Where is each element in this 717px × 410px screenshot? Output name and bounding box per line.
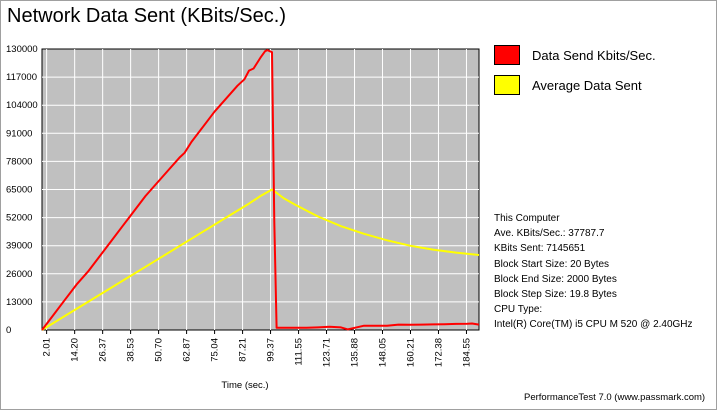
x-tick-label: 99.37 bbox=[266, 338, 277, 362]
grid bbox=[42, 49, 479, 330]
legend-swatch-send bbox=[494, 45, 520, 65]
stats-heading: This Computer bbox=[494, 213, 560, 224]
legend-swatch-average bbox=[494, 75, 520, 95]
y-tick-label: 130000 bbox=[6, 44, 38, 55]
stats-block-start: Block Start Size: 20 Bytes bbox=[494, 258, 610, 270]
x-tick-label: 62.87 bbox=[182, 338, 193, 362]
x-tick-label: 38.53 bbox=[126, 338, 137, 362]
chart-title: Network Data Sent (KBits/Sec.) bbox=[7, 5, 286, 27]
x-tick-label: 14.20 bbox=[70, 338, 81, 362]
x-tick-label: 160.21 bbox=[405, 338, 416, 367]
y-tick-label: 26000 bbox=[6, 269, 32, 280]
y-tick-label: 117000 bbox=[6, 72, 37, 83]
legend-label-average: Average Data Sent bbox=[532, 77, 642, 93]
x-tick-label: 26.37 bbox=[98, 338, 109, 362]
x-axis: 2.01 14.20 26.37 38.53 50.70 62.87 75.04 87.21 9… bbox=[42, 330, 472, 367]
series-layer bbox=[41, 49, 480, 331]
x-tick-label: 184.55 bbox=[461, 338, 472, 367]
y-tick-label: 65000 bbox=[6, 185, 32, 196]
y-tick-label: 52000 bbox=[6, 213, 32, 224]
stats-cpu-label: CPU Type: bbox=[494, 304, 543, 316]
series-line-send bbox=[41, 49, 480, 331]
stats-block-step: Block Step Size: 19.8 Bytes bbox=[494, 289, 617, 301]
y-tick-label: 104000 bbox=[6, 100, 38, 111]
x-tick-label: 123.71 bbox=[322, 338, 333, 367]
stats-kbits-sent: KBits Sent: 7145651 bbox=[494, 243, 586, 255]
x-tick-label: 50.70 bbox=[154, 338, 165, 362]
x-axis-label: Time (sec.) bbox=[221, 380, 268, 391]
legend-item-send: Data Send Kbits/Sec. bbox=[494, 45, 656, 65]
stats-average: Ave. KBits/Sec.: 37787.7 bbox=[494, 228, 605, 240]
x-tick-label: 111.55 bbox=[294, 338, 305, 366]
x-tick-label: 87.21 bbox=[238, 338, 249, 362]
x-tick-label: 135.88 bbox=[350, 338, 361, 367]
stats-panel: This Computer Ave. KBits/Sec.: 37787.7 K… bbox=[494, 211, 693, 333]
y-tick-label: 91000 bbox=[6, 128, 32, 139]
stats-cpu-value: Intel(R) Core(TM) i5 CPU M 520 @ 2.40GHz bbox=[494, 319, 693, 331]
x-tick-label: 172.38 bbox=[433, 338, 444, 367]
legend-item-average: Average Data Sent bbox=[494, 75, 642, 95]
x-tick-label: 148.05 bbox=[378, 338, 389, 367]
stats-block-end: Block End Size: 2000 Bytes bbox=[494, 273, 617, 285]
y-axis: 0 13000 26000 39000 52000 65000 78000 91000 1040… bbox=[6, 44, 38, 336]
y-tick-label: 13000 bbox=[6, 297, 32, 308]
y-tick-label: 39000 bbox=[6, 241, 32, 252]
x-tick-label: 2.01 bbox=[42, 338, 53, 357]
x-tick-label: 75.04 bbox=[210, 338, 221, 362]
legend-label-send: Data Send Kbits/Sec. bbox=[532, 47, 656, 63]
y-tick-label: 0 bbox=[6, 325, 11, 336]
series-line-average bbox=[41, 188, 480, 331]
y-tick-label: 78000 bbox=[6, 156, 32, 167]
footer-credit: PerformanceTest 7.0 (www.passmark.com) bbox=[524, 392, 706, 403]
